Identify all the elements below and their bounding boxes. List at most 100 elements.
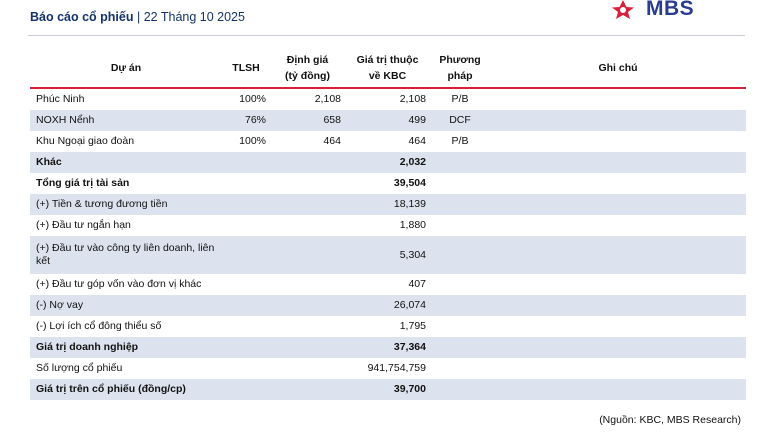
cell-tlsh xyxy=(222,194,270,215)
cell-valuation: 658 xyxy=(270,110,345,131)
cell-project: (+) Đầu tư vào công ty liên doanh, liên … xyxy=(30,236,222,274)
cell-method: DCF xyxy=(430,110,490,131)
cell-project: Giá trị doanh nghiệp xyxy=(30,337,222,358)
cell-valuation xyxy=(270,337,345,358)
table-row: Giá trị trên cổ phiếu (đồng/cp) 39,700 xyxy=(30,379,746,400)
cell-tlsh xyxy=(222,274,270,295)
cell-method xyxy=(430,379,490,400)
cell-valuation xyxy=(270,152,345,173)
cell-tlsh xyxy=(222,316,270,337)
cell-project: Phúc Ninh xyxy=(36,93,85,105)
cell-method xyxy=(430,215,490,236)
table-row: Giá trị doanh nghiệp 37,364 xyxy=(30,337,746,358)
cell-project: Khác xyxy=(30,152,222,173)
table-header-row: Dự án TLSH Định giá (tỷ đồng) Giá trị thu… xyxy=(30,48,746,88)
cell-tlsh xyxy=(222,236,270,274)
table-row: (+) Đầu tư ngắn hạn 1,880 xyxy=(30,215,746,236)
cell-project: (+) Đầu tư góp vốn vào đơn vị khác xyxy=(36,278,202,290)
valuation-table: Dự án TLSH Định giá (tỷ đồng) Giá trị thu… xyxy=(30,48,746,400)
cell-method: P/B xyxy=(451,135,469,147)
cell-note xyxy=(490,295,746,316)
report-title: Báo cáo cổ phiếu xyxy=(30,10,134,24)
cell-tlsh xyxy=(222,295,270,316)
cell-tlsh: 100% xyxy=(239,135,266,147)
cell-project: Tổng giá trị tài sản xyxy=(36,177,130,189)
cell-note xyxy=(490,152,746,173)
cell-kbc-value: 464 xyxy=(408,135,426,147)
cell-note xyxy=(490,379,746,400)
cell-method xyxy=(430,316,490,337)
cell-kbc-value: 2,032 xyxy=(345,152,430,173)
header-valuation: Định giá (tỷ đồng) xyxy=(285,53,330,82)
cell-method xyxy=(430,173,490,194)
cell-tlsh xyxy=(222,379,270,400)
cell-note xyxy=(490,110,746,131)
logo-text: MBS xyxy=(646,0,695,20)
cell-note xyxy=(490,236,746,274)
cell-note xyxy=(490,131,746,152)
cell-project: (+) Tiền & tương đương tiền xyxy=(30,194,222,215)
cell-valuation: 2,108 xyxy=(314,93,341,105)
cell-note xyxy=(490,194,746,215)
cell-kbc-value: 941,754,759 xyxy=(367,362,426,374)
mbs-logo: MBS xyxy=(606,0,746,20)
cell-project: Giá trị trên cổ phiếu (đồng/cp) xyxy=(30,379,222,400)
cell-valuation xyxy=(270,316,345,337)
report-date: 22 Tháng 10 2025 xyxy=(143,10,245,24)
cell-kbc-value: 407 xyxy=(408,278,426,290)
header-note: Ghi chú xyxy=(598,61,638,74)
cell-method xyxy=(430,337,490,358)
cell-project: NOXH Nểnh xyxy=(30,110,222,131)
cell-kbc-value: 1,880 xyxy=(399,219,426,231)
table-row: (+) Đầu tư góp vốn vào đơn vị khác 407 xyxy=(30,274,746,295)
cell-tlsh: 100% xyxy=(239,93,266,105)
cell-valuation xyxy=(270,379,345,400)
cell-note xyxy=(490,88,746,110)
cell-note xyxy=(490,215,746,236)
header-divider xyxy=(28,35,745,36)
header-project: Dự án xyxy=(110,61,142,74)
source-note: (Nguồn: KBC, MBS Research) xyxy=(599,414,741,426)
cell-tlsh xyxy=(222,215,270,236)
cell-kbc-value: 18,139 xyxy=(345,194,430,215)
report-header: Báo cáo cổ phiếu | 22 Tháng 10 2025 xyxy=(30,10,245,24)
cell-note xyxy=(490,173,746,194)
table-row: Số lượng cổ phiếu 941,754,759 xyxy=(30,358,746,379)
cell-kbc-value: 39,504 xyxy=(393,177,426,189)
cell-valuation xyxy=(270,173,345,194)
cell-valuation xyxy=(270,215,345,236)
cell-note xyxy=(490,337,746,358)
mbs-star-logo-icon xyxy=(612,0,634,19)
header-kbc-value: Giá trị thuộc về KBC xyxy=(356,53,419,82)
header-method: Phương pháp xyxy=(439,53,481,82)
table-row: (+) Tiền & tương đương tiền 18,139 xyxy=(30,194,746,215)
cell-valuation: 464 xyxy=(323,135,341,147)
cell-valuation xyxy=(270,274,345,295)
header-separator: | xyxy=(133,10,144,24)
cell-kbc-value: 5,304 xyxy=(345,236,430,274)
cell-kbc-value: 39,700 xyxy=(345,379,430,400)
table-row: (-) Nợ vay 26,074 xyxy=(30,295,746,316)
cell-valuation xyxy=(270,194,345,215)
cell-method xyxy=(430,236,490,274)
cell-project: (-) Lợi ích cổ đông thiểu số xyxy=(36,320,162,332)
cell-kbc-value: 2,108 xyxy=(399,93,426,105)
table-row: Phúc Ninh 100% 2,108 2,108 P/B xyxy=(30,88,746,110)
table-row: Tổng giá trị tài sản 39,504 xyxy=(30,173,746,194)
cell-note xyxy=(490,316,746,337)
table-row: Khác 2,032 xyxy=(30,152,746,173)
table-row: Khu Ngoại giao đoàn 100% 464 464 P/B xyxy=(30,131,746,152)
cell-kbc-value: 26,074 xyxy=(345,295,430,316)
cell-method xyxy=(430,152,490,173)
cell-note xyxy=(490,274,746,295)
header-tlsh: TLSH xyxy=(232,61,260,74)
cell-note xyxy=(490,358,746,379)
cell-tlsh xyxy=(222,152,270,173)
cell-project: Khu Ngoại giao đoàn xyxy=(36,135,135,147)
cell-kbc-value: 37,364 xyxy=(345,337,430,358)
cell-project: (+) Đầu tư ngắn hạn xyxy=(36,219,131,231)
cell-valuation xyxy=(270,295,345,316)
cell-method xyxy=(430,295,490,316)
table-row: (-) Lợi ích cổ đông thiểu số 1,795 xyxy=(30,316,746,337)
cell-tlsh xyxy=(222,337,270,358)
